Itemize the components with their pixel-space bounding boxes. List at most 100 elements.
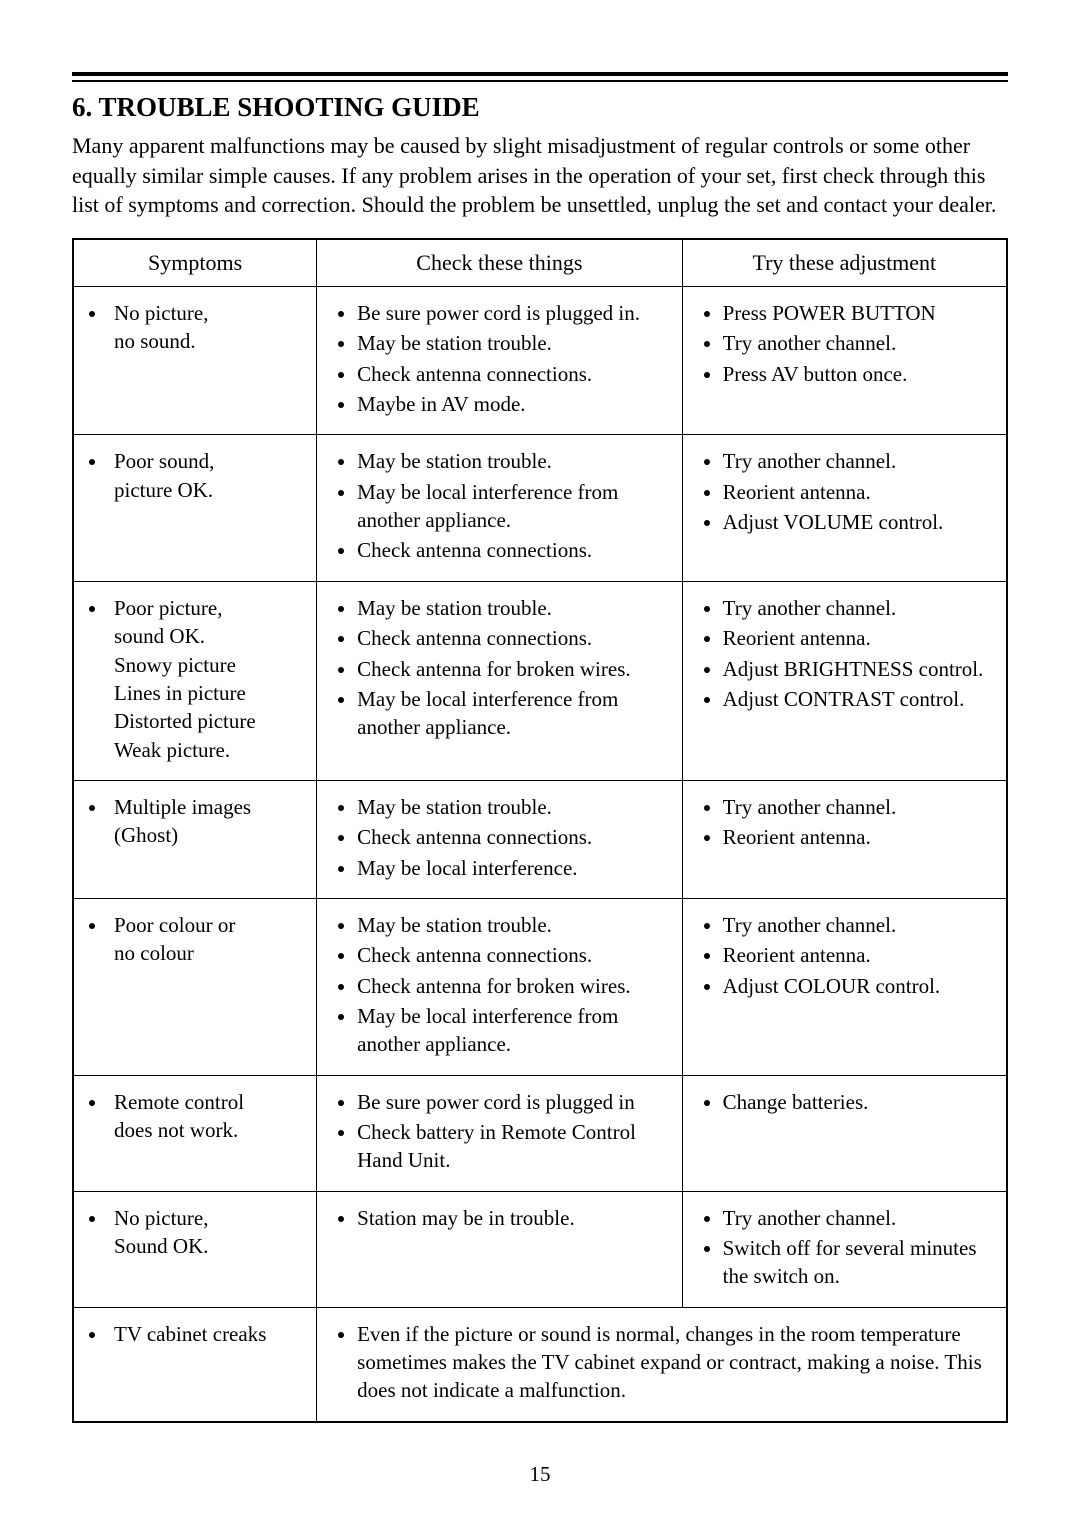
troubleshooting-table: Symptoms Check these things Try these ad… <box>72 238 1008 1423</box>
header-check: Check these things <box>317 239 682 287</box>
symptom-item: Multiple images(Ghost) <box>108 793 304 850</box>
adjust-cell: Try another channel.Reorient antenna. <box>682 780 1007 898</box>
check-item: Check antenna connections. <box>357 624 669 652</box>
header-symptoms: Symptoms <box>73 239 317 287</box>
symptom-item: Poor colour orno colour <box>108 911 304 968</box>
adjust-item: Adjust VOLUME control. <box>723 508 994 536</box>
check-item: Maybe in AV mode. <box>357 390 669 418</box>
adjust-item: Try another channel. <box>723 911 994 939</box>
check-item: Check antenna for broken wires. <box>357 972 669 1000</box>
symptom-subline: Weak picture. <box>114 736 304 764</box>
adjust-item: Adjust BRIGHTNESS control. <box>723 655 994 683</box>
section-title: 6. TROUBLE SHOOTING GUIDE <box>72 92 1008 123</box>
check-item: May be local interference from another a… <box>357 1002 669 1059</box>
adjust-item: Press AV button once. <box>723 360 994 388</box>
table-header-row: Symptoms Check these things Try these ad… <box>73 239 1007 287</box>
adjust-item: Reorient antenna. <box>723 823 994 851</box>
check-item: Check antenna connections. <box>357 360 669 388</box>
table-row: No picture,Sound OK. Station may be in tr… <box>73 1191 1007 1307</box>
check-item: May be station trouble. <box>357 447 669 475</box>
adjust-item: Adjust CONTRAST control. <box>723 685 994 713</box>
symptom-item: Remote controldoes not work. <box>108 1088 304 1145</box>
adjust-cell: Change batteries. <box>682 1075 1007 1191</box>
table-row: TV cabinet creaks Even if the picture or … <box>73 1307 1007 1422</box>
check-cell: May be station trouble.Check antenna con… <box>317 581 682 780</box>
merged-cell: Even if the picture or sound is normal, … <box>317 1307 1007 1422</box>
symptom-subline: Snowy picture <box>114 651 304 679</box>
check-item: Check antenna connections. <box>357 941 669 969</box>
symptom-cell: Poor picture,sound OK.Snowy pictureLines… <box>73 581 317 780</box>
table-row: Poor picture,sound OK.Snowy pictureLines… <box>73 581 1007 780</box>
top-rule <box>72 72 1008 82</box>
symptom-subline: no colour <box>114 939 304 967</box>
table-row: Poor sound,picture OK.May be station tro… <box>73 435 1007 581</box>
symptom-item: No picture,Sound OK. <box>108 1204 304 1261</box>
adjust-cell: Try another channel. Reorient antenna.Adj… <box>682 435 1007 581</box>
check-item: Check antenna for broken wires. <box>357 655 669 683</box>
table-row: Poor colour orno colourMay be station tr… <box>73 898 1007 1075</box>
symptom-subline: (Ghost) <box>114 821 304 849</box>
symptom-cell: No picture,no sound. <box>73 287 317 435</box>
symptom-item: Poor sound,picture OK. <box>108 447 304 504</box>
check-item: Check battery in Remote Control Hand Uni… <box>357 1118 669 1175</box>
symptom-cell: Remote controldoes not work. <box>73 1075 317 1191</box>
check-cell: May be station trouble.Check antenna con… <box>317 780 682 898</box>
check-item: Be sure power cord is plugged in. <box>357 299 669 327</box>
adjust-cell: Try another channel.Switch off for sever… <box>682 1191 1007 1307</box>
check-cell: Be sure power cord is plugged in.May be … <box>317 287 682 435</box>
symptom-cell: Multiple images(Ghost) <box>73 780 317 898</box>
intro-paragraph: Many apparent malfunctions may be caused… <box>72 131 1008 220</box>
header-adjust: Try these adjustment <box>682 239 1007 287</box>
check-item: May be local interference from another a… <box>357 685 669 742</box>
adjust-item: Adjust COLOUR control. <box>723 972 994 1000</box>
merged-item: Even if the picture or sound is normal, … <box>357 1320 994 1405</box>
symptom-subline: Sound OK. <box>114 1232 304 1260</box>
check-item: May be local interference. <box>357 854 669 882</box>
adjust-cell: Press POWER BUTTONTry another channel. Pr… <box>682 287 1007 435</box>
check-item: Check antenna connections. <box>357 823 669 851</box>
symptom-subline: picture OK. <box>114 476 304 504</box>
symptom-subline: does not work. <box>114 1116 304 1144</box>
check-cell: Station may be in trouble. <box>317 1191 682 1307</box>
symptom-item: Poor picture,sound OK.Snowy pictureLines… <box>108 594 304 764</box>
adjust-item: Press POWER BUTTON <box>723 299 994 327</box>
symptom-cell: No picture,Sound OK. <box>73 1191 317 1307</box>
symptom-subline: no sound. <box>114 327 304 355</box>
check-item: Check antenna connections. <box>357 536 669 564</box>
check-item: May be station trouble. <box>357 329 669 357</box>
check-item: May be station trouble. <box>357 793 669 821</box>
adjust-item: Try another channel. <box>723 329 994 357</box>
adjust-cell: Try another channel.Reorient antenna. Adj… <box>682 581 1007 780</box>
symptom-subline: Lines in picture <box>114 679 304 707</box>
symptom-cell: Poor sound,picture OK. <box>73 435 317 581</box>
adjust-item: Switch off for several minutes the switc… <box>723 1234 994 1291</box>
symptom-item: No picture,no sound. <box>108 299 304 356</box>
symptom-cell: TV cabinet creaks <box>73 1307 317 1422</box>
adjust-item: Reorient antenna. <box>723 624 994 652</box>
symptom-item: TV cabinet creaks <box>108 1320 304 1348</box>
adjust-item: Try another channel. <box>723 1204 994 1232</box>
check-cell: Be sure power cord is plugged inCheck ba… <box>317 1075 682 1191</box>
page-number: 15 <box>0 1462 1080 1487</box>
adjust-item: Change batteries. <box>723 1088 994 1116</box>
symptom-subline: Distorted picture <box>114 707 304 735</box>
check-item: Station may be in trouble. <box>357 1204 669 1232</box>
table-body: No picture,no sound.Be sure power cord i… <box>73 287 1007 1422</box>
adjust-item: Reorient antenna. <box>723 478 994 506</box>
table-row: Multiple images(Ghost)May be station tro… <box>73 780 1007 898</box>
symptom-subline: sound OK. <box>114 622 304 650</box>
check-item: May be station trouble. <box>357 911 669 939</box>
page: 6. TROUBLE SHOOTING GUIDE Many apparent … <box>0 0 1080 1527</box>
adjust-item: Try another channel. <box>723 594 994 622</box>
adjust-cell: Try another channel.Reorient antenna. Adj… <box>682 898 1007 1075</box>
table-row: No picture,no sound.Be sure power cord i… <box>73 287 1007 435</box>
adjust-item: Try another channel. <box>723 793 994 821</box>
adjust-item: Try another channel. <box>723 447 994 475</box>
check-item: Be sure power cord is plugged in <box>357 1088 669 1116</box>
check-cell: May be station trouble. May be local inte… <box>317 435 682 581</box>
check-cell: May be station trouble.Check antenna con… <box>317 898 682 1075</box>
adjust-item: Reorient antenna. <box>723 941 994 969</box>
symptom-cell: Poor colour orno colour <box>73 898 317 1075</box>
table-row: Remote controldoes not work.Be sure powe… <box>73 1075 1007 1191</box>
check-item: May be local interference from another a… <box>357 478 669 535</box>
